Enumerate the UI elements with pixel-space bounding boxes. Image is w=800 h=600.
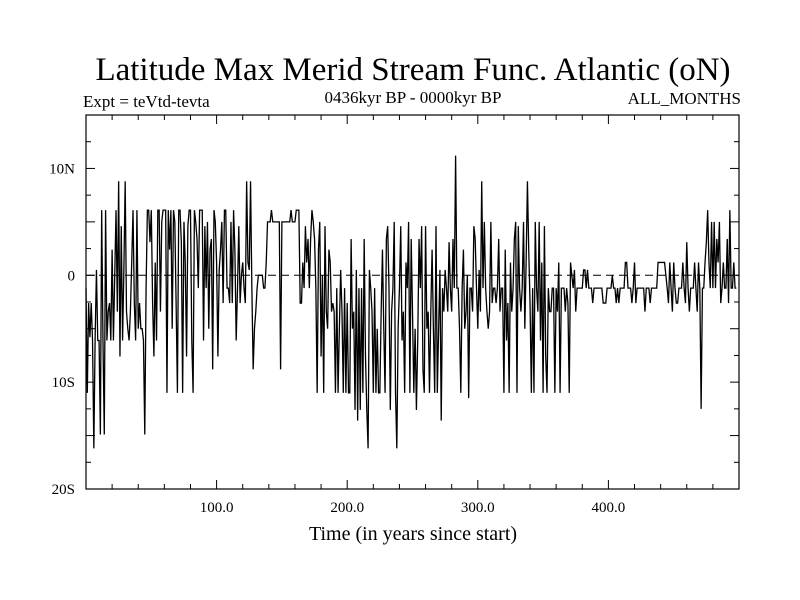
- x-tick-label: 100.0: [200, 500, 234, 516]
- axis-ticks: [86, 115, 739, 489]
- x-tick-label: 300.0: [461, 500, 495, 516]
- y-tick-label: 0: [68, 268, 76, 284]
- y-tick-label: 20S: [52, 482, 75, 498]
- data-series-line: [85, 155, 737, 449]
- experiment-label: Expt = teVtd-tevta: [83, 92, 210, 111]
- x-tick-label: 400.0: [592, 500, 626, 516]
- months-label: ALL_MONTHS: [628, 89, 741, 108]
- period-label: 0436kyr BP - 0000kyr BP: [325, 88, 502, 107]
- y-tick-label: 10S: [52, 375, 75, 391]
- x-axis-title: Time (in years since start): [309, 523, 517, 545]
- y-tick-label: 10N: [49, 161, 75, 177]
- tick-labels: 100.0 200.0 300.0 400.0 20S 10S 0 10N: [49, 161, 625, 516]
- chart-title: Latitude Max Merid Stream Func. Atlantic…: [95, 52, 730, 88]
- plot-frame: [85, 114, 740, 490]
- x-tick-label: 200.0: [330, 500, 364, 516]
